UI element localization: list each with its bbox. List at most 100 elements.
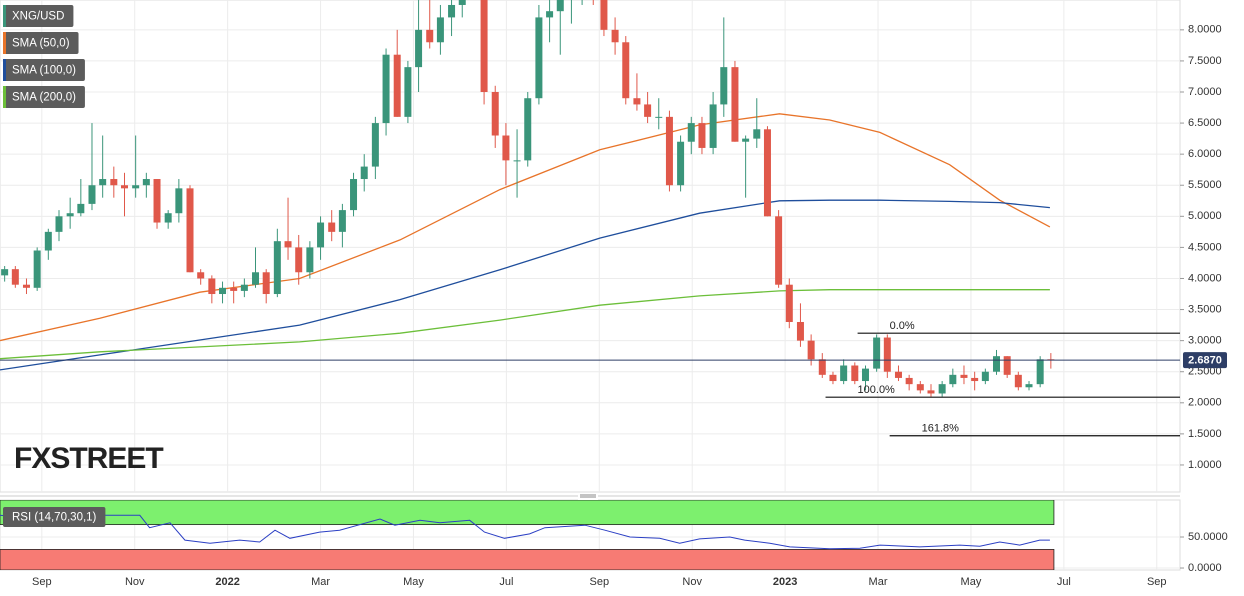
y-tick-label: 50.0000	[1188, 531, 1228, 543]
candle-body	[677, 141, 685, 186]
candle-body	[763, 129, 771, 217]
candle-body	[611, 29, 619, 43]
fib-label: 100.0%	[858, 384, 896, 396]
oversold-zone	[0, 549, 1055, 570]
candle-body	[164, 213, 172, 223]
candle-body	[448, 4, 456, 18]
legend-label: SMA (200,0)	[12, 92, 76, 104]
y-tick-label: 1.0000	[1188, 459, 1222, 471]
candle-body	[1025, 384, 1033, 388]
x-tick-label: Sep	[1147, 576, 1167, 588]
candle-body	[219, 287, 227, 295]
candle-body	[175, 188, 183, 214]
candle-body	[132, 185, 140, 189]
legend-swatch	[3, 86, 6, 108]
legend-swatch	[3, 32, 6, 54]
legend-box[interactable]	[3, 32, 79, 54]
y-tick-label: 6.5000	[1188, 117, 1222, 129]
candle-body	[731, 67, 739, 142]
legend-box[interactable]	[3, 507, 106, 527]
sma-line	[0, 113, 1051, 342]
y-tick-label: 7.0000	[1188, 86, 1222, 98]
candle-body	[382, 54, 390, 124]
candle-body	[927, 390, 935, 394]
candle-body	[960, 374, 968, 378]
candle-body	[306, 247, 314, 273]
candle-body	[273, 241, 281, 295]
candle-body	[1003, 356, 1011, 375]
candle-body	[840, 365, 848, 382]
divider-handle[interactable]	[578, 493, 598, 500]
candle-body	[371, 123, 379, 167]
candle-body	[622, 42, 630, 99]
main-plot-area	[0, 0, 1181, 493]
candle-body	[197, 272, 205, 279]
axes: Sep Nov 2022 Mar May Jul Sep Nov 2023 Mar May Jul Se…	[32, 24, 1228, 588]
sma-line	[0, 199, 1050, 371]
candle-body	[284, 241, 292, 248]
last-price-box	[1183, 352, 1227, 369]
last-price-label: 2.6870	[1188, 355, 1222, 367]
y-tick-label: 8.0000	[1188, 24, 1222, 36]
legend-swatch	[3, 59, 6, 81]
candle-body	[436, 17, 444, 43]
candle-body	[186, 188, 194, 273]
x-tick-label: 2022	[215, 576, 239, 588]
candle-body	[873, 337, 881, 369]
candle-body	[404, 67, 412, 117]
y-tick-label: 3.5000	[1188, 303, 1222, 315]
candle-body	[633, 98, 641, 105]
candle-body	[33, 250, 41, 288]
candle-body	[513, 160, 521, 162]
candle-body	[775, 216, 783, 285]
rsi-panel	[0, 500, 1055, 570]
candle-body	[698, 123, 706, 148]
candle-body	[480, 0, 488, 92]
candle-body	[785, 284, 793, 322]
candle-body	[240, 284, 248, 291]
candle-body	[851, 365, 859, 382]
candle-body	[66, 213, 74, 217]
candle-body	[949, 374, 957, 385]
candle-body	[720, 67, 728, 105]
x-tick-label: May	[961, 576, 982, 588]
candle-body	[742, 138, 750, 142]
y-tick-label: 3.0000	[1188, 335, 1222, 347]
candle-body	[121, 185, 129, 189]
overbought-zone	[0, 500, 1055, 526]
legend-label: SMA (50,0)	[12, 38, 70, 50]
legend: XNG/USD SMA (50,0) SMA (100,0) SMA (200,0) R…	[3, 5, 106, 527]
candle-body	[393, 54, 401, 117]
candle-body	[546, 11, 554, 18]
candle-body	[665, 116, 673, 186]
x-tick-label: Mar	[311, 576, 330, 588]
candle-body	[709, 104, 717, 148]
candle-body	[11, 269, 19, 285]
candle-body	[655, 116, 663, 118]
y-tick-label: 4.0000	[1188, 272, 1222, 284]
candle-body	[807, 340, 815, 360]
x-tick-label: Sep	[590, 576, 610, 588]
x-tick-label: Mar	[869, 576, 888, 588]
candle-body	[22, 284, 30, 288]
candle-body	[1014, 374, 1022, 388]
candle-body	[556, 0, 564, 12]
candle-body	[458, 0, 466, 5]
main-panel: FXSTREET 0.0% 100.0% 161.8%	[0, 0, 1180, 475]
candle-body	[1036, 359, 1044, 385]
candle-body	[317, 222, 325, 248]
candle-body	[600, 0, 608, 30]
candle-body	[415, 29, 423, 68]
candle-body	[687, 123, 695, 142]
legend-box[interactable]	[3, 59, 85, 81]
fib-label: 161.8%	[922, 423, 960, 435]
legend-label: SMA (100,0)	[12, 65, 76, 77]
candle-body	[981, 371, 989, 382]
candle-body	[502, 135, 510, 161]
legend-box[interactable]	[3, 5, 74, 27]
candle-body	[905, 377, 913, 385]
candle-body	[1, 269, 9, 276]
legend-box[interactable]	[3, 86, 85, 108]
